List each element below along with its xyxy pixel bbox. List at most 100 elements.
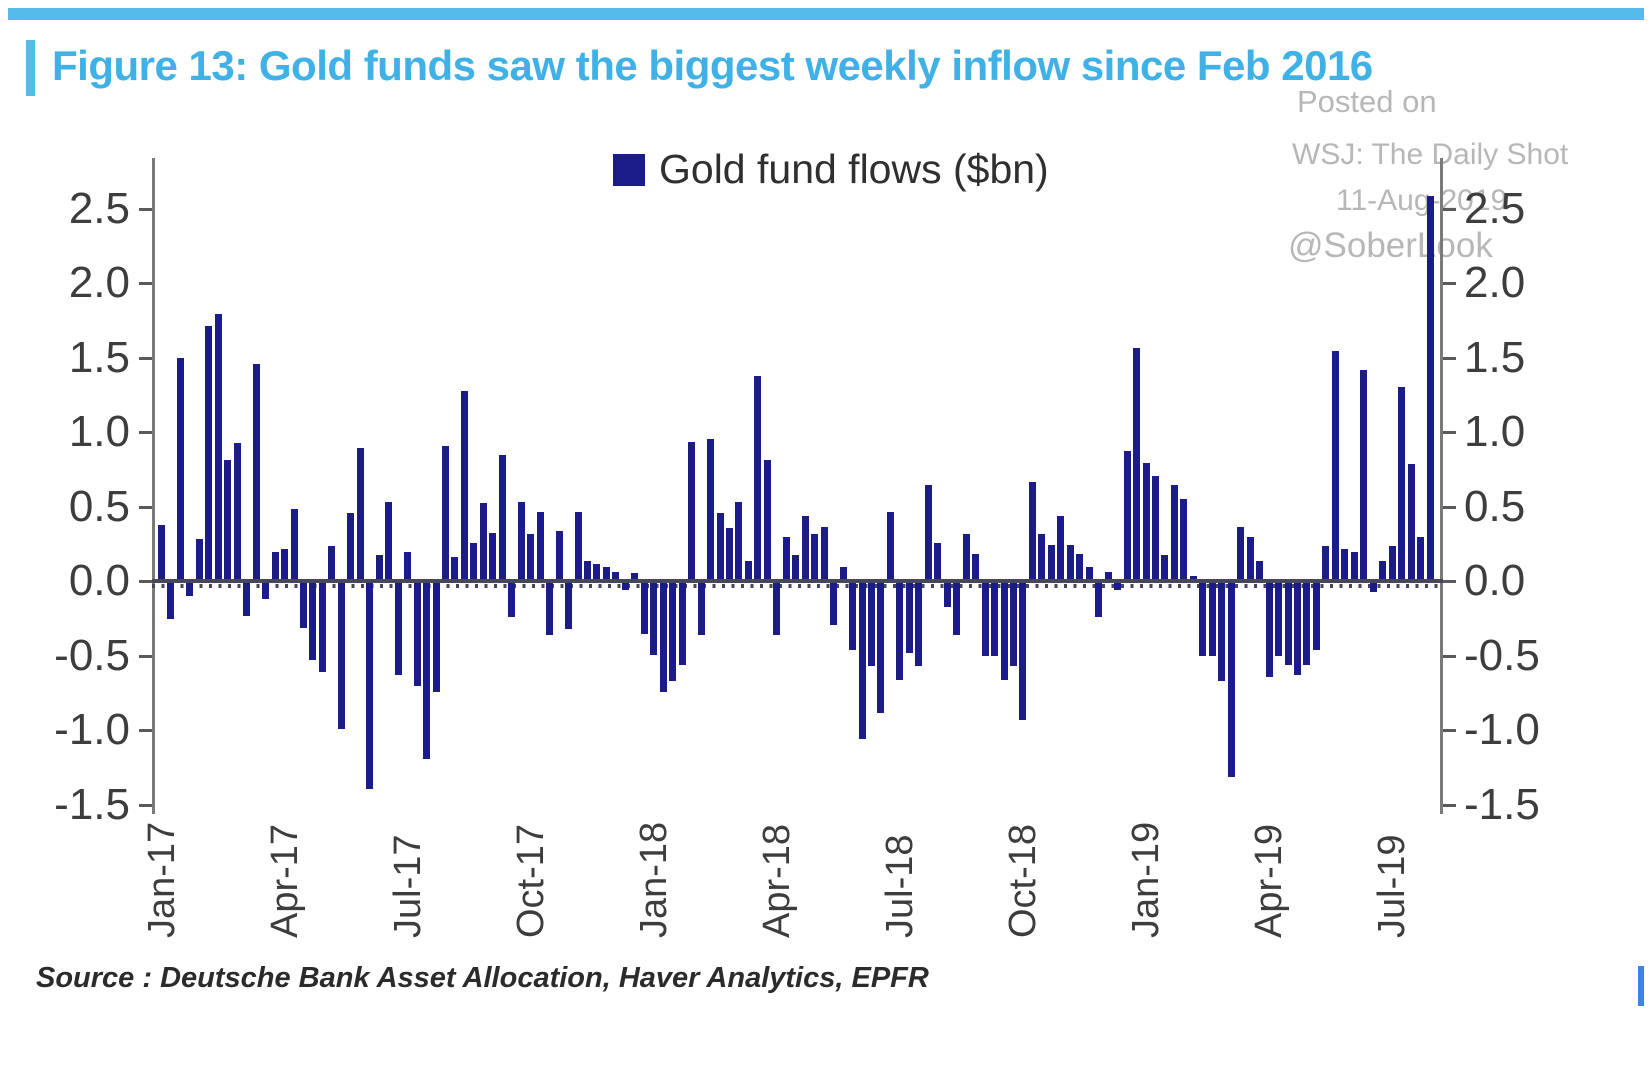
y-axis-label-right: 1.5 [1464,332,1526,382]
bar [660,583,667,692]
bar [433,583,440,692]
bar [792,555,799,579]
bar [1095,583,1102,617]
y-axis-tick [1443,282,1456,285]
bar [309,583,316,660]
bar [717,513,724,579]
bar [698,583,705,635]
bar [575,512,582,579]
bar [934,543,941,579]
y-axis-label-right: 2.5 [1464,183,1526,233]
y-axis-tick [139,505,152,509]
bar [470,543,477,579]
bar [1237,527,1244,579]
legend: Gold fund flows ($bn) [613,146,1049,193]
y-axis-tick [139,431,152,434]
legend-label: Gold fund flows ($bn) [659,146,1049,192]
bar [821,527,828,579]
bar [565,583,572,629]
bar [1275,583,1282,656]
bar [1029,482,1036,579]
bar [650,583,657,655]
bar [1341,549,1348,579]
bar [1228,583,1235,777]
y-axis-label-left: -1.0 [54,705,130,754]
bar [1303,583,1310,665]
bar [527,534,534,579]
bar [1171,485,1178,579]
bar [338,583,345,729]
bar [508,583,515,617]
x-axis-label: Jul-18 [878,834,921,939]
bar [480,503,487,579]
x-axis-label: Jan-18 [632,821,675,938]
bar [1143,463,1150,579]
bar [1114,583,1121,590]
x-axis-label: Apr-18 [755,823,798,938]
bar [300,583,307,628]
bar [1332,351,1339,579]
bar [1379,561,1386,579]
bar [1266,583,1273,677]
bar [745,561,752,579]
bar [243,583,250,616]
bar [877,583,884,713]
bar [499,455,506,579]
bar [1256,561,1263,579]
y-axis-tick [1443,729,1456,732]
y-axis-tick [139,282,152,285]
bar [963,534,970,579]
y-axis-tick [139,729,152,732]
bar [641,583,648,634]
x-axis-label: Oct-18 [1001,823,1044,938]
bar [887,512,894,579]
bar [840,567,847,579]
legend-swatch-icon [613,153,645,186]
bar [177,358,184,579]
figure-title: Figure 13: Gold funds saw the biggest we… [52,42,1373,89]
bar [944,583,951,607]
bar [489,533,496,579]
bar [953,583,960,635]
bar [1001,583,1008,680]
bar [186,583,193,596]
bar [1010,583,1017,666]
bar [726,528,733,579]
bar [1351,552,1358,579]
bar [1105,572,1112,579]
bar [1294,583,1301,675]
y-axis-tick [1443,803,1456,807]
y-axis-label-right: -1.0 [1464,705,1540,754]
bar [385,502,392,579]
bar [849,583,856,650]
bar [414,583,421,686]
y-axis-label-left: 0.5 [68,481,130,531]
bar [612,572,619,579]
y-axis-tick [1443,207,1456,211]
corner-accent-mark [1638,966,1644,1006]
y-axis-right-line [1440,158,1443,814]
watermark-posted-on: Posted on [1297,84,1437,119]
bar [224,460,231,579]
y-axis-label-left: -0.5 [54,630,130,680]
x-axis-label: Jan-17 [140,821,183,938]
bar [783,537,790,579]
bar [537,512,544,579]
x-axis-label: Oct-17 [509,823,552,938]
bar [982,583,989,656]
bar [1086,567,1093,579]
bar [1218,583,1225,681]
bar [669,583,676,681]
watermark-soberlook: @SoberLook [1288,226,1493,265]
y-axis-tick [1443,654,1456,658]
y-axis-label-right: -0.5 [1464,630,1540,680]
bar [1067,545,1074,579]
bar [253,364,260,579]
bar [442,446,449,579]
zero-baseline-ticks [152,584,1443,588]
bar [272,552,279,579]
y-axis-label-right: 2.0 [1464,258,1526,307]
bar [347,513,354,579]
bar [1398,387,1405,579]
bar [196,539,203,579]
